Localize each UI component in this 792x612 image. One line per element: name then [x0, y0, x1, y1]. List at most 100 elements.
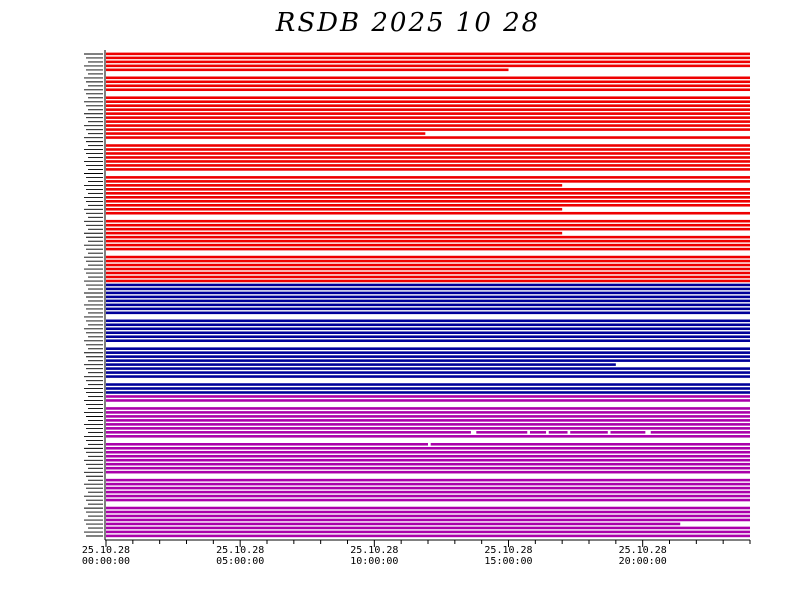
data-row-bar: [106, 279, 750, 283]
data-row-bar: [106, 323, 750, 327]
data-row-bar: [106, 108, 750, 111]
data-row-bar: [106, 68, 750, 72]
data-row-bar: [106, 486, 750, 490]
data-row-bar: [106, 454, 750, 458]
data-gap: [562, 183, 750, 188]
data-row-bar: [106, 88, 750, 92]
data-row-bar: [106, 478, 750, 482]
data-row-bar: [106, 347, 750, 350]
data-row-bar: [106, 466, 750, 470]
data-row-bar: [106, 435, 750, 438]
data-row-bar: [106, 255, 750, 259]
data-row-bar: [106, 219, 750, 223]
data-row-bar: [106, 243, 750, 247]
x-tick-label-date: 25.10.28: [350, 545, 398, 556]
x-tick-label-date: 25.10.28: [619, 545, 667, 556]
data-row-bar: [106, 299, 750, 303]
data-row-bar: [106, 100, 750, 103]
data-row-bar: [106, 458, 750, 462]
data-row-bar: [106, 124, 750, 127]
data-row-bar: [106, 371, 750, 374]
data-row-bar: [106, 399, 750, 402]
data-row-bar: [106, 419, 750, 422]
data-row-bar: [106, 375, 750, 378]
data-row-bar: [106, 462, 750, 466]
data-row-bar: [106, 311, 750, 315]
data-row-bar: [106, 526, 750, 530]
data-gap: [645, 430, 651, 435]
data-row-bar: [106, 359, 750, 362]
data-row-bar: [106, 136, 750, 139]
page-title: RSDB 2025 10 28: [275, 8, 541, 38]
data-row-bar: [106, 156, 750, 159]
data-row-bar: [106, 152, 750, 155]
data-row-bar: [106, 431, 750, 434]
data-row-bar: [106, 223, 750, 227]
data-gap: [615, 362, 750, 367]
data-row-bar: [106, 534, 750, 538]
data-row-bar: [106, 287, 750, 291]
data-row-bar: [106, 415, 750, 418]
data-row-bar: [106, 80, 750, 84]
data-row-bar: [106, 60, 750, 64]
data-row-bar: [106, 367, 750, 370]
data-row-bar: [106, 518, 750, 522]
data-row-bar: [106, 144, 750, 147]
data-row-bar: [106, 96, 750, 99]
data-row-bar: [106, 64, 750, 68]
x-axis: 25.10.2800:00:0025.10.2805:00:0025.10.28…: [82, 50, 751, 567]
data-gap: [527, 430, 530, 435]
data-row-bar: [106, 211, 750, 215]
data-row-bar: [106, 176, 750, 179]
data-gap: [470, 430, 477, 435]
data-row-bar: [106, 427, 750, 430]
data-row-bar: [106, 112, 750, 115]
x-tick-label-date: 25.10.28: [216, 545, 264, 556]
data-row-bar: [106, 498, 750, 502]
data-row-bar: [106, 271, 750, 275]
data-row-bar: [106, 510, 750, 514]
data-row-bar: [106, 76, 750, 80]
data-row-bar: [106, 295, 750, 299]
data-rows: [106, 52, 750, 538]
data-gap: [562, 231, 750, 236]
data-row-bar: [106, 227, 750, 231]
data-row-bar: [106, 335, 750, 339]
data-row-bar: [106, 319, 750, 323]
x-tick-label-date: 25.10.28: [484, 545, 532, 556]
data-row-bar: [106, 514, 750, 518]
data-row-bar: [106, 339, 750, 342]
data-row-bar: [106, 263, 750, 267]
data-gap: [428, 442, 431, 447]
x-tick-label-time: 15:00:00: [484, 556, 532, 567]
data-row-bar: [106, 291, 750, 295]
data-row-bar: [106, 327, 750, 331]
data-gap: [508, 67, 750, 72]
data-row-bar: [106, 387, 750, 390]
data-gap: [425, 131, 750, 136]
data-row-bar: [106, 235, 750, 239]
data-row-bar: [106, 104, 750, 107]
data-row-bar: [106, 196, 750, 199]
data-row-bar: [106, 116, 750, 119]
data-row-bar: [106, 84, 750, 88]
data-row-bar: [106, 355, 750, 358]
data-row-bar: [106, 188, 750, 191]
data-row-bar: [106, 239, 750, 243]
data-row-bar: [106, 275, 750, 279]
data-row-bar: [106, 446, 750, 450]
data-row-bar: [106, 192, 750, 195]
data-row-bar: [106, 180, 750, 183]
data-row-bar: [106, 247, 750, 251]
data-row-bar: [106, 395, 750, 398]
data-row-bar: [106, 199, 750, 203]
data-row-bar: [106, 407, 750, 410]
data-row-bar: [106, 56, 750, 60]
data-row-bar: [106, 128, 750, 131]
data-row-bar: [106, 423, 750, 426]
data-row-bar: [106, 331, 750, 335]
data-row-bar: [106, 168, 750, 171]
data-row-bar: [106, 470, 750, 474]
data-gap: [680, 522, 750, 527]
